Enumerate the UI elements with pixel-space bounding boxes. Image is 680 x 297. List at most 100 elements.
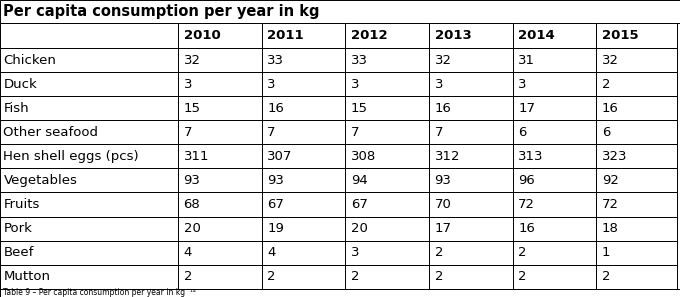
Bar: [513, 168, 596, 192]
Text: Duck: Duck: [3, 78, 37, 91]
Bar: [596, 192, 677, 217]
Bar: [178, 265, 262, 289]
Text: 2015: 2015: [602, 29, 639, 42]
Text: 72: 72: [602, 198, 619, 211]
Bar: [596, 96, 677, 120]
Bar: [262, 48, 345, 72]
Bar: [178, 96, 262, 120]
Text: 17: 17: [435, 222, 452, 235]
Text: 33: 33: [351, 54, 368, 67]
Text: Per capita consumption per year in kg: Per capita consumption per year in kg: [3, 4, 319, 19]
Text: 2: 2: [518, 270, 526, 283]
Bar: [596, 241, 677, 265]
Text: 2: 2: [602, 270, 611, 283]
Text: 6: 6: [518, 126, 526, 139]
Text: 3: 3: [267, 78, 276, 91]
Text: 323: 323: [602, 150, 627, 163]
Text: 20: 20: [184, 222, 201, 235]
Text: 3: 3: [435, 78, 443, 91]
Bar: [429, 192, 513, 217]
Text: 32: 32: [435, 54, 452, 67]
Text: 20: 20: [351, 222, 368, 235]
Text: Fruits: Fruits: [3, 198, 39, 211]
Bar: [0, 23, 178, 48]
Bar: [596, 217, 677, 241]
Bar: [429, 23, 513, 48]
Bar: [345, 168, 429, 192]
Text: 3: 3: [518, 78, 526, 91]
Text: 7: 7: [351, 126, 359, 139]
Text: 7: 7: [267, 126, 276, 139]
Bar: [178, 23, 262, 48]
Text: 4: 4: [184, 246, 192, 259]
Bar: [262, 241, 345, 265]
Bar: [596, 23, 677, 48]
Text: Vegetables: Vegetables: [3, 174, 78, 187]
Bar: [345, 120, 429, 144]
Text: 313: 313: [518, 150, 544, 163]
Text: 31: 31: [518, 54, 535, 67]
Text: 93: 93: [267, 174, 284, 187]
Text: Fish: Fish: [3, 102, 29, 115]
Bar: [0, 144, 178, 168]
Bar: [596, 48, 677, 72]
Bar: [429, 144, 513, 168]
Bar: [429, 72, 513, 96]
Bar: [513, 217, 596, 241]
Bar: [345, 48, 429, 72]
Text: 6: 6: [602, 126, 610, 139]
Text: 2014: 2014: [518, 29, 555, 42]
Bar: [513, 72, 596, 96]
Text: 32: 32: [184, 54, 201, 67]
Bar: [0, 120, 178, 144]
Bar: [0, 48, 178, 72]
Bar: [345, 192, 429, 217]
Bar: [596, 265, 677, 289]
Bar: [0, 241, 178, 265]
Bar: [513, 48, 596, 72]
Text: 2011: 2011: [267, 29, 304, 42]
Text: 67: 67: [267, 198, 284, 211]
Text: 2012: 2012: [351, 29, 388, 42]
Bar: [262, 120, 345, 144]
Text: 16: 16: [267, 102, 284, 115]
Text: Beef: Beef: [3, 246, 34, 259]
Text: 16: 16: [435, 102, 452, 115]
Text: 67: 67: [351, 198, 368, 211]
Bar: [262, 72, 345, 96]
Text: 3: 3: [351, 78, 359, 91]
Text: 93: 93: [184, 174, 201, 187]
Bar: [596, 72, 677, 96]
Bar: [262, 168, 345, 192]
Bar: [513, 265, 596, 289]
Bar: [513, 241, 596, 265]
Text: 2: 2: [267, 270, 276, 283]
Text: 2: 2: [184, 270, 192, 283]
Bar: [178, 217, 262, 241]
Text: 2013: 2013: [435, 29, 471, 42]
Text: 307: 307: [267, 150, 292, 163]
Bar: [178, 72, 262, 96]
Bar: [429, 96, 513, 120]
Bar: [345, 217, 429, 241]
Bar: [0, 0, 680, 23]
Text: 94: 94: [351, 174, 368, 187]
Text: Table 9 – Per capita consumption per year in kg  ¹⁴: Table 9 – Per capita consumption per yea…: [3, 288, 196, 297]
Bar: [178, 144, 262, 168]
Text: 2010: 2010: [184, 29, 220, 42]
Bar: [429, 120, 513, 144]
Bar: [0, 72, 178, 96]
Text: 1: 1: [602, 246, 611, 259]
Bar: [0, 168, 178, 192]
Text: 72: 72: [518, 198, 535, 211]
Text: 16: 16: [602, 102, 619, 115]
Text: 96: 96: [518, 174, 535, 187]
Text: 311: 311: [184, 150, 209, 163]
Bar: [345, 23, 429, 48]
Bar: [0, 192, 178, 217]
Bar: [596, 168, 677, 192]
Bar: [262, 265, 345, 289]
Bar: [513, 144, 596, 168]
Bar: [513, 96, 596, 120]
Bar: [178, 120, 262, 144]
